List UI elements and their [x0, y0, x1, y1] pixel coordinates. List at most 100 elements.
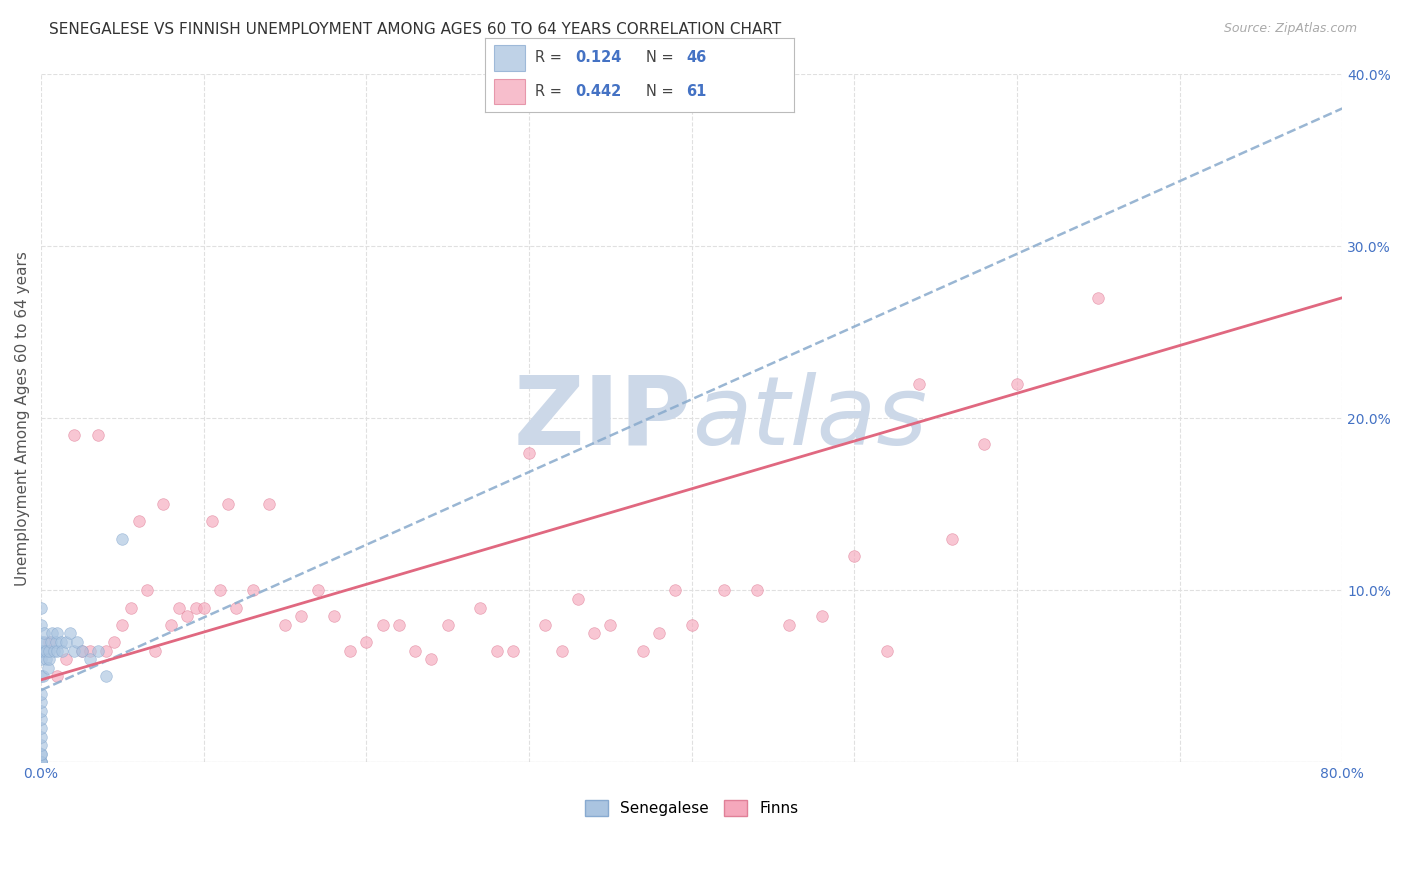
Text: 0.442: 0.442: [575, 84, 621, 99]
Point: [120, 600, 142, 615]
Point: [201, 515, 224, 529]
Point: [274, 617, 297, 632]
Point: [1087, 291, 1109, 305]
Point: [111, 617, 134, 632]
Point: [876, 643, 898, 657]
Point: [41, 626, 63, 640]
Point: [257, 497, 280, 511]
Point: [217, 497, 239, 511]
Point: [128, 515, 150, 529]
Point: [31, 643, 53, 657]
Text: 61: 61: [686, 84, 706, 99]
Point: [152, 497, 174, 511]
Point: [810, 609, 832, 624]
Point: [648, 626, 671, 640]
Point: [46, 626, 69, 640]
Point: [35, 652, 58, 666]
Point: [62, 643, 84, 657]
Point: [30, 721, 52, 735]
Point: [470, 600, 492, 615]
Point: [30, 730, 52, 744]
Text: N =: N =: [645, 50, 678, 65]
Point: [973, 437, 995, 451]
Point: [87, 428, 110, 442]
Point: [96, 643, 118, 657]
Bar: [495, 78, 526, 104]
Point: [664, 583, 686, 598]
Point: [30, 635, 52, 649]
Point: [46, 669, 69, 683]
Point: [30, 687, 52, 701]
Point: [169, 600, 191, 615]
Point: [404, 643, 426, 657]
Point: [49, 635, 72, 649]
Point: [30, 756, 52, 770]
Text: SENEGALESE VS FINNISH UNEMPLOYMENT AMONG AGES 60 TO 64 YEARS CORRELATION CHART: SENEGALESE VS FINNISH UNEMPLOYMENT AMONG…: [49, 22, 782, 37]
Point: [631, 643, 654, 657]
Text: 46: 46: [686, 50, 706, 65]
Point: [37, 661, 59, 675]
Point: [79, 652, 101, 666]
Point: [176, 609, 198, 624]
Point: [356, 635, 378, 649]
Point: [30, 643, 52, 657]
Text: atlas: atlas: [692, 372, 927, 465]
Point: [39, 635, 62, 649]
Point: [143, 643, 166, 657]
Point: [844, 549, 866, 563]
Point: [371, 617, 394, 632]
Point: [534, 617, 557, 632]
Y-axis label: Unemployment Among Ages 60 to 64 years: Unemployment Among Ages 60 to 64 years: [15, 251, 30, 586]
Point: [420, 652, 443, 666]
Point: [339, 643, 361, 657]
Point: [38, 635, 60, 649]
Point: [436, 617, 458, 632]
Point: [34, 626, 56, 640]
Point: [713, 583, 735, 598]
Point: [193, 600, 215, 615]
Point: [30, 704, 52, 718]
Text: Source: ZipAtlas.com: Source: ZipAtlas.com: [1223, 22, 1357, 36]
Point: [62, 428, 84, 442]
Point: [96, 669, 118, 683]
Legend: Senegalese, Finns: Senegalese, Finns: [578, 792, 806, 823]
Point: [30, 756, 52, 770]
Point: [908, 376, 931, 391]
Point: [70, 643, 93, 657]
Point: [59, 626, 82, 640]
Point: [79, 643, 101, 657]
Point: [31, 669, 53, 683]
Point: [184, 600, 207, 615]
Point: [30, 738, 52, 752]
Text: ZIP: ZIP: [513, 372, 692, 465]
Point: [290, 609, 312, 624]
Point: [38, 652, 60, 666]
Point: [242, 583, 264, 598]
Point: [30, 756, 52, 770]
Point: [778, 617, 800, 632]
Point: [599, 617, 621, 632]
Point: [34, 635, 56, 649]
Point: [160, 617, 183, 632]
Point: [30, 652, 52, 666]
Point: [30, 713, 52, 727]
Point: [583, 626, 606, 640]
Point: [111, 532, 134, 546]
Point: [517, 445, 540, 459]
Point: [38, 643, 60, 657]
Text: R =: R =: [534, 50, 567, 65]
Point: [30, 669, 52, 683]
Text: N =: N =: [645, 84, 678, 99]
Point: [550, 643, 572, 657]
Point: [87, 643, 110, 657]
Text: 0.124: 0.124: [575, 50, 621, 65]
Point: [322, 609, 344, 624]
Point: [941, 532, 963, 546]
Point: [45, 635, 67, 649]
Point: [502, 643, 524, 657]
Point: [485, 643, 508, 657]
Text: R =: R =: [534, 84, 567, 99]
Point: [30, 617, 52, 632]
Point: [135, 583, 157, 598]
Point: [51, 643, 73, 657]
